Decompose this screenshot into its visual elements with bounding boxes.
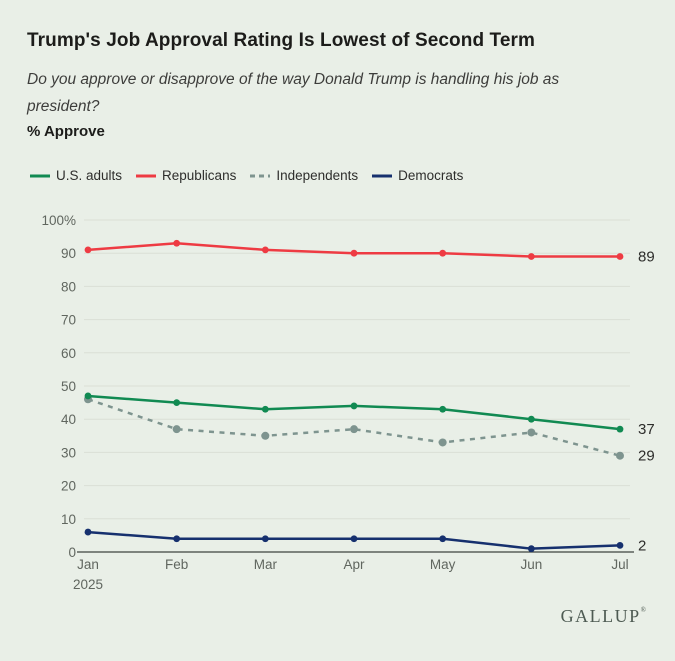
y-tick-label: 30 — [61, 445, 76, 460]
data-point-u-s-adults — [439, 405, 447, 413]
line-swatch-icon — [30, 174, 50, 177]
y-tick-label: 100% — [41, 213, 76, 228]
data-point-u-s-adults — [84, 392, 92, 400]
data-point-democrats — [439, 535, 447, 543]
data-point-republicans — [84, 246, 92, 254]
line-swatch-icon — [372, 174, 393, 177]
data-point-u-s-adults — [527, 415, 535, 423]
legend-item-republicans: Republicans — [135, 168, 236, 183]
legend-label: Independents — [276, 168, 359, 183]
data-point-independents — [527, 428, 536, 437]
y-tick-label: 40 — [61, 412, 76, 427]
data-point-republicans — [616, 253, 624, 260]
y-tick-label: 10 — [61, 512, 76, 527]
y-tick-label: 0 — [68, 545, 76, 560]
y-tick-label: 90 — [61, 246, 76, 261]
data-point-democrats — [173, 535, 181, 543]
trademark-symbol: ® — [640, 606, 646, 614]
end-value-label-u-s-adults: 37 — [638, 421, 655, 438]
data-point-republicans — [439, 249, 447, 257]
legend-item-independents: Independents — [249, 168, 358, 183]
y-tick-label: 70 — [61, 313, 76, 328]
x-tick-year-label: 2025 — [73, 577, 103, 592]
data-point-u-s-adults — [261, 405, 269, 413]
data-point-u-s-adults — [616, 425, 624, 433]
x-tick-label: Mar — [254, 557, 278, 572]
y-tick-label: 50 — [61, 379, 76, 394]
data-point-u-s-adults — [173, 399, 181, 406]
x-tick-label: Apr — [343, 557, 365, 572]
page-title: Trump's Job Approval Rating Is Lowest of… — [27, 30, 536, 51]
data-point-democrats — [261, 535, 269, 543]
data-point-independents — [172, 425, 181, 434]
legend-item-us-adults: U.S. adults — [29, 168, 122, 183]
data-point-democrats — [84, 528, 92, 536]
data-point-republicans — [527, 253, 535, 260]
gallup-logo: GALLUP® — [561, 606, 646, 627]
end-value-label-republicans: 89 — [638, 249, 655, 266]
x-tick-label: Jun — [520, 557, 542, 572]
chart-legend: U.S. adults Republicans Independents Dem… — [29, 168, 463, 183]
legend-label: Republicans — [162, 168, 237, 183]
end-value-label-democrats: 2 — [638, 537, 646, 554]
data-point-independents — [261, 431, 270, 440]
measure-label: % Approve — [27, 123, 105, 140]
data-point-independents — [350, 425, 358, 434]
dashed-line-swatch-icon — [250, 174, 271, 177]
data-point-democrats — [616, 541, 624, 549]
legend-item-democrats: Democrats — [371, 168, 463, 183]
x-tick-label: Jul — [611, 557, 628, 572]
gallup-wordmark: GALLUP — [560, 606, 641, 626]
data-point-republicans — [261, 246, 269, 254]
y-tick-label: 80 — [61, 279, 76, 294]
x-tick-label: May — [430, 557, 456, 572]
series-line-u-s-adults — [87, 394, 621, 431]
data-point-u-s-adults — [350, 402, 358, 410]
line-swatch-icon — [136, 174, 157, 177]
legend-label: Democrats — [398, 168, 464, 183]
data-point-independents — [616, 451, 624, 460]
legend-label: U.S. adults — [56, 168, 123, 183]
y-tick-label: 60 — [61, 346, 76, 361]
data-point-democrats — [527, 545, 535, 553]
x-tick-label: Feb — [165, 557, 188, 572]
data-point-republicans — [173, 239, 181, 247]
data-point-democrats — [350, 535, 358, 543]
end-value-label-independents: 29 — [638, 448, 655, 465]
data-point-independents — [438, 438, 447, 447]
survey-question-subtitle: Do you approve or disapprove of the way … — [27, 71, 560, 115]
y-tick-label: 20 — [61, 479, 76, 494]
x-tick-label: Jan — [77, 557, 99, 572]
approval-chart: 0 10 20 30 40 50 60 70 80 90 100% Jan Feb Mar Apr May Ju… — [41, 213, 655, 592]
data-point-republicans — [350, 249, 358, 257]
